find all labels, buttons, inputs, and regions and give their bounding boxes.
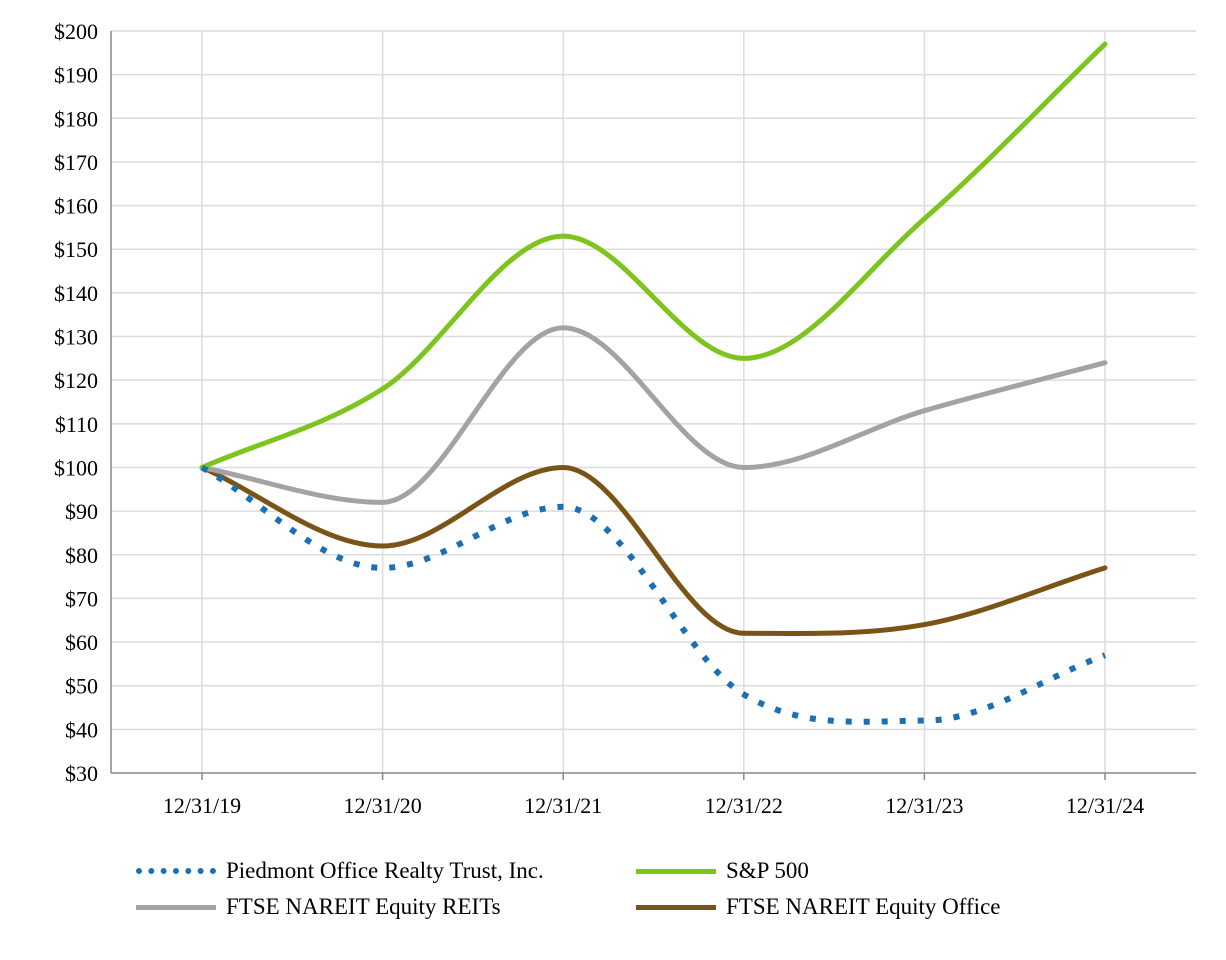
legend-swatch-equity-reits <box>136 904 216 910</box>
y-tick-label: $140 <box>54 281 98 306</box>
legend-label-equity-reits: FTSE NAREIT Equity REITs <box>226 894 501 919</box>
legend-item-piedmont: Piedmont Office Realty Trust, Inc. <box>136 856 636 886</box>
axes <box>110 31 1196 780</box>
y-tick-label: $110 <box>55 412 98 437</box>
series-equity-reits <box>199 325 1108 505</box>
legend-swatch-sp500 <box>636 868 716 874</box>
legend-item-sp500: S&P 500 <box>636 856 1116 886</box>
y-tick-label: $80 <box>65 543 98 568</box>
x-tick-label: 12/31/19 <box>163 793 241 818</box>
series-equity-office <box>199 465 1108 636</box>
y-tick-label: $160 <box>54 194 98 219</box>
x-tick-label: 12/31/22 <box>705 793 783 818</box>
x-tick-label: 12/31/20 <box>343 793 421 818</box>
y-tick-label: $100 <box>54 455 98 480</box>
x-tick-label: 12/31/23 <box>885 793 963 818</box>
y-tick-label: $70 <box>65 586 98 611</box>
y-tick-label: $60 <box>65 630 98 655</box>
gridlines <box>111 30 1196 773</box>
y-tick-label: $30 <box>65 761 98 786</box>
legend-swatch-piedmont <box>136 868 216 874</box>
y-tick-label: $40 <box>65 717 98 742</box>
legend-swatch-equity-office <box>636 904 716 910</box>
legend-label-piedmont: Piedmont Office Realty Trust, Inc. <box>226 858 544 883</box>
y-tick-label: $200 <box>54 19 98 44</box>
legend-item-equity-reits: FTSE NAREIT Equity REITs <box>136 892 636 922</box>
legend-label-equity-office: FTSE NAREIT Equity Office <box>726 894 1001 919</box>
tick-labels: $30 $40 $50 $60 $70 $80 $90 $100 $110 $120 $130 $14… <box>54 19 1144 818</box>
x-tick-label: 12/31/24 <box>1066 793 1144 818</box>
series-sp500 <box>199 41 1108 470</box>
y-tick-label: $120 <box>54 368 98 393</box>
y-tick-label: $180 <box>54 106 98 131</box>
y-tick-label: $150 <box>54 237 98 262</box>
y-tick-label: $90 <box>65 499 98 524</box>
line-chart: $30 $40 $50 $60 $70 $80 $90 $100 $110 $120 $130 $14… <box>54 19 1196 818</box>
series-piedmont <box>200 464 1107 725</box>
legend-item-equity-office: FTSE NAREIT Equity Office <box>636 892 1116 922</box>
legend: Piedmont Office Realty Trust, Inc. S&P 5… <box>136 856 1136 922</box>
x-tick-label: 12/31/21 <box>524 793 602 818</box>
series-lines <box>199 41 1108 725</box>
y-tick-label: $50 <box>65 674 98 699</box>
y-tick-label: $190 <box>54 63 98 88</box>
y-tick-label: $170 <box>54 150 98 175</box>
y-tick-label: $130 <box>54 325 98 350</box>
legend-label-sp500: S&P 500 <box>726 858 809 883</box>
